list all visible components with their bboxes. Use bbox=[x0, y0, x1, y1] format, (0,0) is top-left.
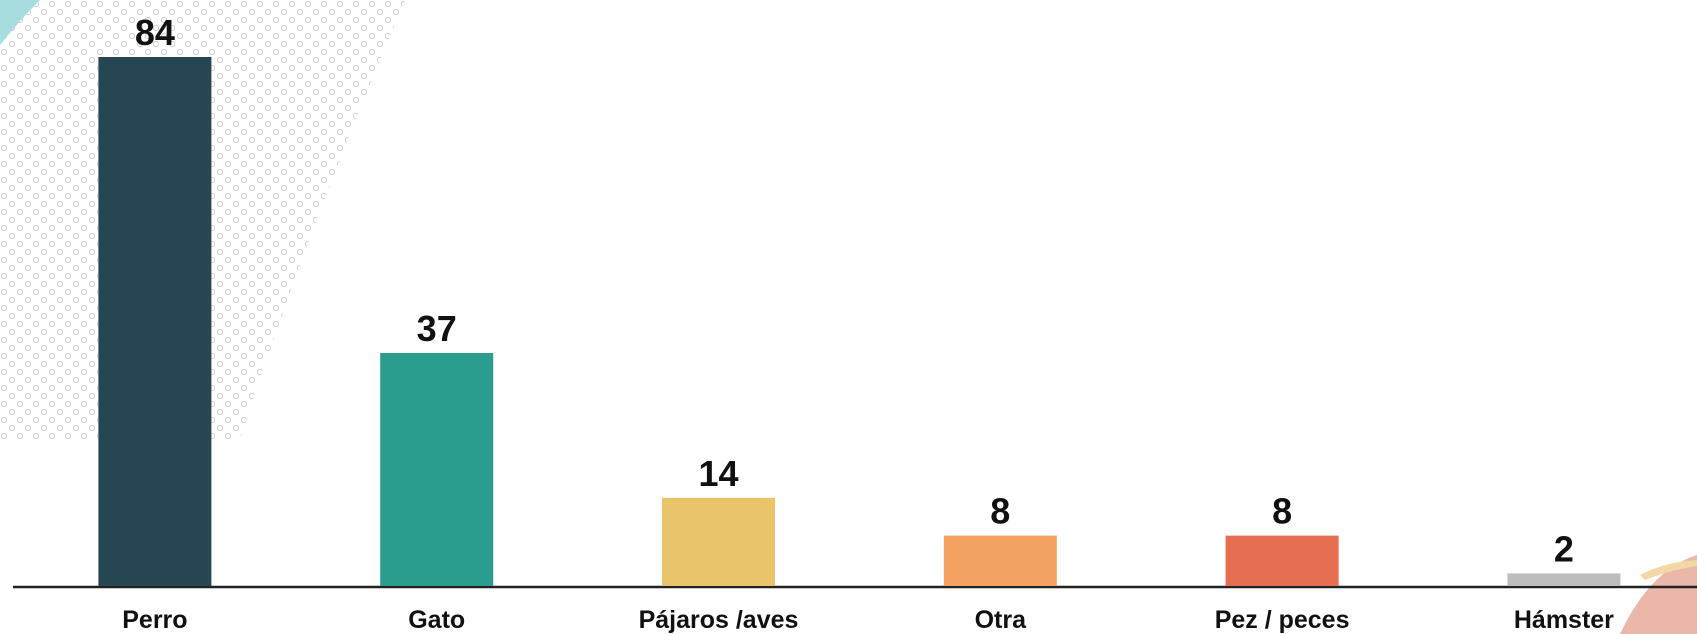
bar bbox=[1225, 535, 1339, 586]
category-label: Otra bbox=[975, 606, 1028, 634]
decor-corner bbox=[1620, 555, 1697, 634]
category-label: Gato bbox=[408, 606, 465, 634]
value-label: 14 bbox=[698, 453, 738, 494]
bar bbox=[943, 535, 1057, 586]
decor-corner bbox=[0, 0, 40, 45]
value-label: 2 bbox=[1554, 528, 1574, 569]
category-label: Pez / peces bbox=[1215, 606, 1350, 634]
value-label: 8 bbox=[990, 491, 1010, 532]
value-label: 84 bbox=[135, 12, 175, 53]
bar bbox=[98, 57, 212, 586]
category-label: Hámster bbox=[1514, 606, 1614, 634]
bar bbox=[1507, 573, 1621, 586]
category-label: Perro bbox=[122, 606, 187, 634]
value-label: 8 bbox=[1272, 491, 1292, 532]
category-label: Pájaros /aves bbox=[639, 606, 799, 634]
plot: 84 Perro 37 Gato 14 Pájaros /aves 8 Otra 8 Pez / … bbox=[98, 12, 1621, 634]
bar bbox=[380, 352, 494, 586]
bar bbox=[662, 497, 775, 586]
decor-corner bbox=[1640, 560, 1697, 580]
value-label: 37 bbox=[417, 308, 457, 349]
